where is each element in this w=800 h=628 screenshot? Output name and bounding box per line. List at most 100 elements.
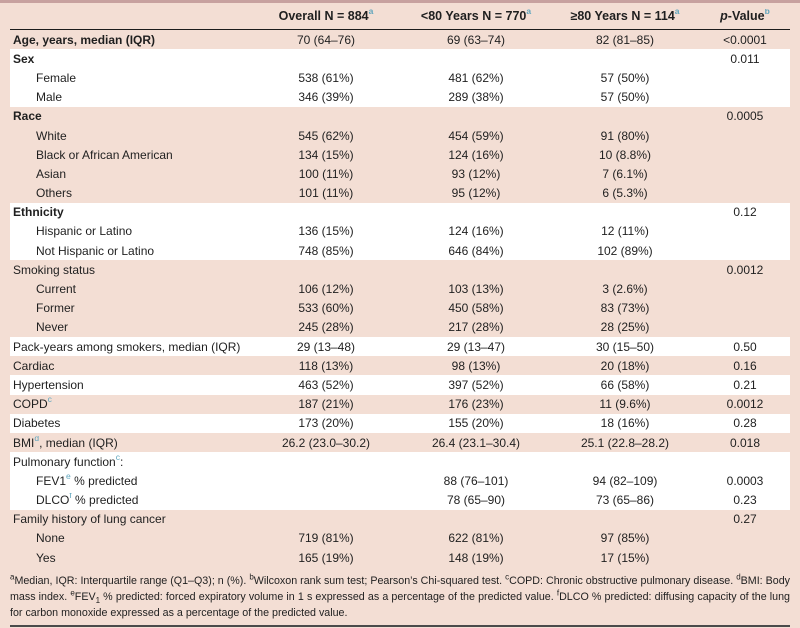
over80-value: 7 (6.1%) bbox=[602, 166, 648, 181]
footnote-subscript: 1 bbox=[95, 596, 101, 606]
over80-value: 17 (15%) bbox=[600, 550, 650, 565]
footnote-letter: c bbox=[505, 572, 510, 582]
under80-value: 95 (12%) bbox=[451, 186, 501, 201]
table-row: DLCOf % predicted 78 (65–90) 73 (65–86) 0.2… bbox=[10, 490, 790, 510]
overall-value: 100 (11%) bbox=[298, 166, 354, 181]
overall-value: 748 (85%) bbox=[298, 243, 354, 258]
p-value: 0.018 bbox=[729, 435, 761, 450]
overall-value: 719 (81%) bbox=[298, 531, 354, 546]
overall-value: 101 (11%) bbox=[298, 186, 354, 201]
row-label: Female bbox=[36, 70, 77, 85]
overall-value: 118 (13%) bbox=[298, 358, 354, 373]
row-label: Male bbox=[36, 90, 63, 105]
row-label: Not Hispanic or Latino bbox=[36, 243, 155, 258]
row-label: White bbox=[36, 128, 67, 143]
over80-value: 83 (73%) bbox=[600, 301, 650, 316]
overall-value: 173 (20%) bbox=[298, 416, 354, 431]
overall-value: 29 (13–48) bbox=[296, 339, 356, 354]
column-header-pvalue-rest: -Value bbox=[727, 9, 765, 23]
row-label: Never bbox=[36, 320, 69, 335]
under80-value: 450 (58%) bbox=[448, 301, 504, 316]
table-row: FEV1e % predicted 88 (76–101) 94 (82–109) 0… bbox=[10, 471, 790, 491]
column-header-pvalue: p-Valueb bbox=[700, 9, 790, 23]
over80-value: 10 (8.8%) bbox=[598, 147, 652, 162]
row-label: Age, years, median (IQR) bbox=[13, 32, 156, 47]
over80-value: 25.1 (22.8–28.2) bbox=[580, 435, 670, 450]
footnote-marker: a bbox=[526, 9, 532, 16]
overall-value: 538 (61%) bbox=[298, 70, 354, 85]
over80-value: 94 (82–109) bbox=[592, 473, 658, 488]
row-label: Hispanic or Latino bbox=[36, 224, 133, 239]
over80-value: 12 (11%) bbox=[601, 224, 649, 239]
table-row: Black or African American 134 (15%) 124 (1… bbox=[10, 145, 790, 165]
table-row: Ethnicity 0.12 bbox=[10, 202, 790, 222]
column-header-over80-label: ≥80 Years N = 114 bbox=[570, 9, 675, 23]
footnote-letter: b bbox=[249, 572, 254, 582]
column-header-under80-label: <80 Years N = 770 bbox=[420, 9, 527, 23]
table-row: Smoking status 0.0012 bbox=[10, 260, 790, 280]
p-value: 0.0012 bbox=[726, 397, 764, 412]
footnote-letter: e bbox=[70, 588, 75, 598]
over80-value: 57 (50%) bbox=[600, 70, 650, 85]
table-body: Age, years, median (IQR) 70 (64–76) 69 (63… bbox=[10, 30, 790, 568]
over80-value: 97 (85%) bbox=[600, 531, 650, 546]
p-value: 0.0005 bbox=[726, 109, 764, 124]
row-label: Cardiac bbox=[13, 358, 55, 373]
table-row: Never 245 (28%) 217 (28%) 28 (25%) bbox=[10, 317, 790, 337]
row-label: DLCOf % predicted bbox=[10, 493, 250, 507]
over80-value: 6 (5.3%) bbox=[602, 186, 648, 201]
overall-value: 70 (64–76) bbox=[296, 32, 356, 47]
footnote-text: BMI: Body mass index. bbox=[10, 575, 791, 604]
row-label: Smoking status bbox=[13, 262, 96, 277]
row-label: COPDc bbox=[10, 397, 250, 411]
p-value: 0.21 bbox=[733, 377, 757, 392]
footnote-marker: c bbox=[115, 454, 120, 462]
p-value: 0.50 bbox=[733, 339, 757, 354]
under80-value: 103 (13%) bbox=[448, 282, 504, 297]
bottom-rule bbox=[10, 625, 790, 628]
table-footnotes: aMedian, IQR: Interquartile range (Q1–Q3… bbox=[10, 567, 790, 621]
table-row: Family history of lung cancer 0.27 bbox=[10, 509, 790, 529]
over80-value: 11 (9.6%) bbox=[599, 397, 651, 412]
overall-value: 463 (52%) bbox=[298, 377, 354, 392]
over80-value: 30 (15–50) bbox=[595, 339, 655, 354]
column-header-overall: Overall N = 884a bbox=[250, 9, 402, 23]
over80-value: 28 (25%) bbox=[600, 320, 650, 335]
under80-value: 176 (23%) bbox=[448, 397, 504, 412]
table-row: Yes 165 (19%) 148 (19%) 17 (15%) bbox=[10, 548, 790, 568]
table-row: White 545 (62%) 454 (59%) 91 (80%) bbox=[10, 125, 790, 146]
under80-value: 88 (76–101) bbox=[443, 473, 509, 488]
footnote-text: Median, IQR: Interquartile range (Q1–Q3)… bbox=[14, 575, 250, 588]
under80-value: 78 (65–90) bbox=[446, 493, 506, 508]
table-row: Diabetes 173 (20%) 155 (20%) 18 (16%) 0.28 bbox=[10, 413, 790, 433]
row-label: Current bbox=[36, 282, 77, 297]
table-row: Hypertension 463 (52%) 397 (52%) 66 (58%) 0.… bbox=[10, 375, 790, 395]
row-label: Sex bbox=[13, 51, 35, 66]
table-row: Pack-years among smokers, median (IQR) 29… bbox=[10, 337, 790, 357]
overall-value: 545 (62%) bbox=[298, 128, 354, 143]
row-label: Hypertension bbox=[13, 377, 84, 392]
footnote-marker: a bbox=[674, 9, 680, 16]
p-value: <0.0001 bbox=[723, 32, 767, 47]
under80-value: 124 (16%) bbox=[448, 224, 504, 239]
row-label: Asian bbox=[36, 166, 67, 181]
table-row: Age, years, median (IQR) 70 (64–76) 69 (63… bbox=[10, 30, 790, 50]
row-label: Diabetes bbox=[13, 416, 61, 431]
over80-value: 91 (80%) bbox=[600, 128, 650, 143]
under80-value: 93 (12%) bbox=[451, 166, 501, 181]
footnote-text: FEV bbox=[74, 591, 96, 604]
under80-value: 622 (81%) bbox=[448, 531, 504, 546]
under80-value: 69 (63–74) bbox=[446, 32, 506, 47]
under80-value: 646 (84%) bbox=[448, 243, 504, 258]
overall-value: 106 (12%) bbox=[298, 282, 354, 297]
table-row: Current 106 (12%) 103 (13%) 3 (2.6%) bbox=[10, 279, 790, 299]
footnote-marker: d bbox=[34, 435, 40, 443]
p-value: 0.0003 bbox=[726, 473, 764, 488]
table-row: Female 538 (61%) 481 (62%) 57 (50%) bbox=[10, 68, 790, 88]
table-row: COPDc 187 (21%) 176 (23%) 11 (9.6%) 0.0012 bbox=[10, 394, 790, 414]
footnote-letter: a bbox=[10, 572, 15, 582]
row-label: BMId, median (IQR) bbox=[10, 436, 250, 450]
footnote-letter: d bbox=[736, 572, 741, 582]
column-header-under80: <80 Years N = 770a bbox=[402, 9, 550, 23]
